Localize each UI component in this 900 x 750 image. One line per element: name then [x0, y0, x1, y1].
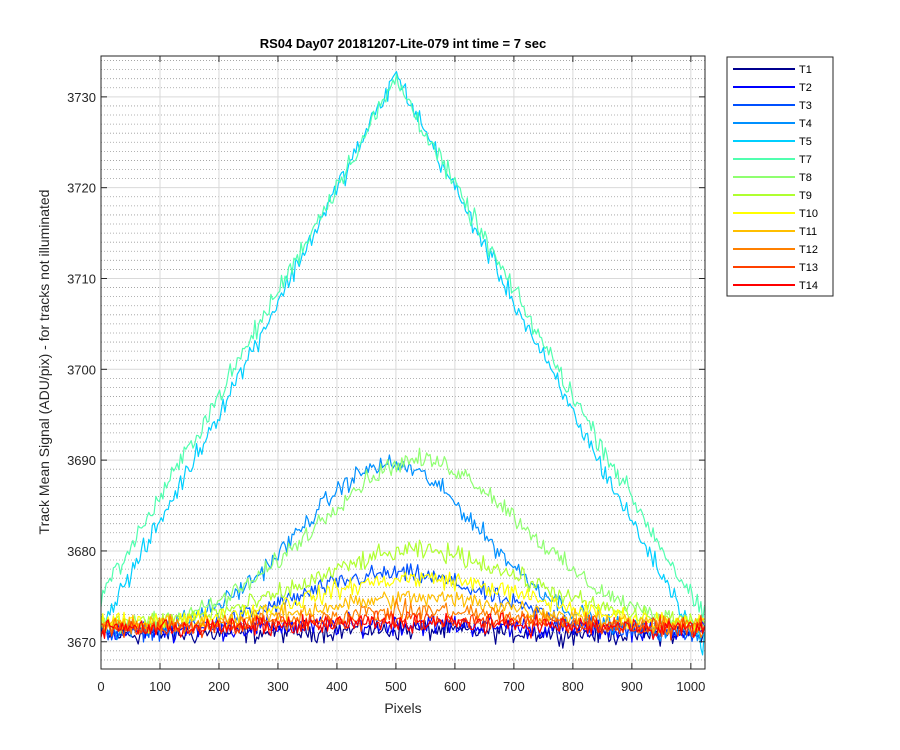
chart-title: RS04 Day07 20181207-Lite-079 int time = … — [260, 36, 547, 51]
y-tick-label: 3720 — [67, 181, 96, 196]
series-line-t12 — [100, 597, 705, 639]
y-tick-label: 3670 — [67, 635, 96, 650]
x-tick-label: 400 — [326, 679, 348, 694]
legend-label: T2 — [799, 82, 812, 94]
x-tick-label: 600 — [444, 679, 466, 694]
series-line-t14 — [100, 612, 705, 640]
y-tick-label: 3690 — [67, 453, 96, 468]
x-tick-label: 200 — [208, 679, 230, 694]
legend-label: T14 — [799, 280, 818, 292]
y-axis-label: Track Mean Signal (ADU/pix) - for tracks… — [36, 190, 52, 535]
legend-label: T9 — [799, 190, 812, 202]
series-line-t9 — [100, 539, 705, 635]
legend-label: T13 — [799, 262, 818, 274]
legend-label: T11 — [799, 226, 817, 238]
legend-label: T8 — [799, 172, 812, 184]
y-tick-label: 3700 — [67, 362, 96, 377]
y-tick-label: 3730 — [67, 90, 96, 105]
y-tick-labels: 3670 3680 3690 3700 3710 3720 3730 — [67, 90, 96, 650]
tick-marks — [100, 56, 705, 669]
x-tick-label: 100 — [149, 679, 171, 694]
x-tick-label: 900 — [621, 679, 643, 694]
x-axis-label: Pixels — [384, 700, 421, 716]
legend-label: T10 — [799, 208, 818, 220]
series-line-t8 — [100, 447, 705, 635]
legend-label: T4 — [799, 118, 812, 130]
series-line-t11 — [100, 590, 705, 634]
series-line-t7 — [100, 73, 705, 622]
x-tick-label: 700 — [503, 679, 525, 694]
legend-label: T7 — [799, 154, 812, 166]
x-tick-label: 800 — [562, 679, 584, 694]
x-tick-label: 0 — [97, 679, 104, 694]
legend-label: T12 — [799, 244, 818, 256]
legend-items: T1 T2 T3 T4 T5 T7 T8 T9 T10 T11 T12 T13 T14 — [733, 64, 818, 292]
legend: T1 T2 T3 T4 T5 T7 T8 T9 T10 T11 T12 T13 T14 — [726, 56, 834, 297]
series-lines — [100, 70, 705, 656]
series-line-t2 — [100, 611, 705, 644]
y-tick-label: 3680 — [67, 544, 96, 559]
legend-label: T5 — [799, 136, 812, 148]
x-tick-label: 300 — [267, 679, 289, 694]
plot-background — [101, 56, 705, 669]
y-tick-label: 3710 — [67, 271, 96, 286]
x-tick-labels: 0 100 200 300 400 500 600 700 800 900 1000 — [97, 679, 705, 694]
legend-label: T1 — [799, 64, 812, 76]
legend-label: T3 — [799, 100, 812, 112]
x-tick-label: 1000 — [676, 679, 705, 694]
x-tick-label: 500 — [385, 679, 407, 694]
plot-frame — [100, 55, 706, 670]
plot-area — [100, 55, 706, 670]
